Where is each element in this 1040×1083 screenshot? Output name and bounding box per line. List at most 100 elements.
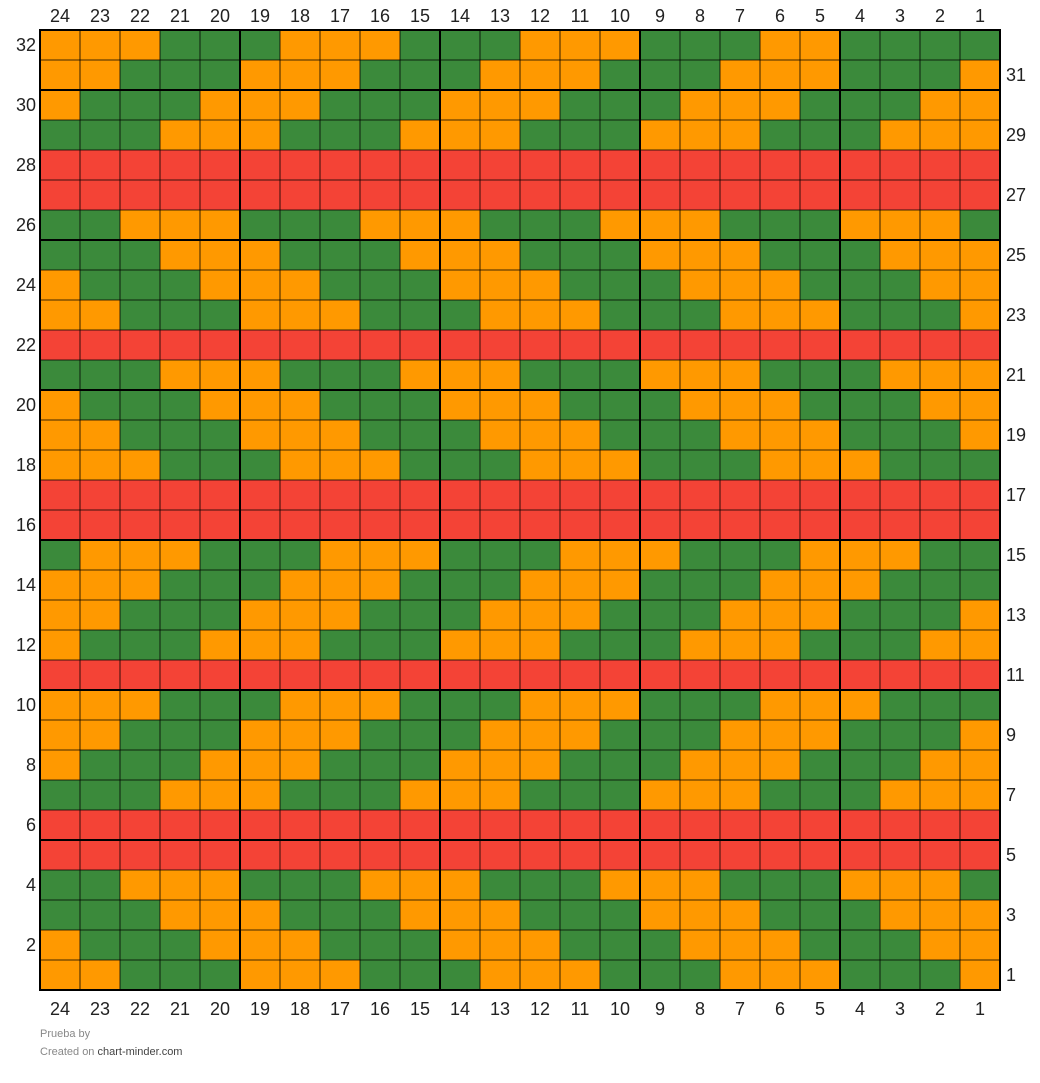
stitch-cell-r24-c17 — [320, 270, 360, 300]
stitch-cell-r29-c1 — [960, 120, 1000, 150]
stitch-cell-r23-c3 — [880, 300, 920, 330]
stitch-cell-r5-c23 — [80, 840, 120, 870]
stitch-cell-r11-c19 — [240, 660, 280, 690]
column-label-top: 3 — [895, 6, 905, 26]
row-label-left: 24 — [16, 275, 36, 295]
stitch-cell-r30-c17 — [320, 90, 360, 120]
column-label-bottom: 7 — [735, 999, 745, 1019]
stitch-cell-r24-c18 — [280, 270, 320, 300]
stitch-cell-r18-c1 — [960, 450, 1000, 480]
chart-section-lines — [39, 29, 1001, 991]
stitch-cell-r27-c18 — [280, 180, 320, 210]
stitch-cell-r21-c17 — [320, 360, 360, 390]
stitch-cell-r28-c21 — [160, 150, 200, 180]
stitch-cell-r32-c10 — [600, 30, 640, 60]
stitch-cell-r23-c6 — [760, 300, 800, 330]
stitch-cell-r4-c24 — [40, 870, 80, 900]
stitch-cell-r23-c8 — [680, 300, 720, 330]
stitch-cell-r13-c5 — [800, 600, 840, 630]
stitch-cell-r14-c11 — [560, 570, 600, 600]
stitch-cell-r22-c9 — [640, 330, 680, 360]
stitch-cell-r20-c5 — [800, 390, 840, 420]
column-label-bottom: 18 — [290, 999, 310, 1019]
stitch-cell-r29-c23 — [80, 120, 120, 150]
stitch-cell-r14-c4 — [840, 570, 880, 600]
stitch-cell-r22-c16 — [360, 330, 400, 360]
stitch-cell-r15-c9 — [640, 540, 680, 570]
stitch-cell-r6-c19 — [240, 810, 280, 840]
stitch-cell-r3-c7 — [720, 900, 760, 930]
stitch-cell-r24-c10 — [600, 270, 640, 300]
stitch-cell-r3-c14 — [440, 900, 480, 930]
stitch-cell-r6-c10 — [600, 810, 640, 840]
stitch-cell-r26-c5 — [800, 210, 840, 240]
stitch-cell-r12-c3 — [880, 630, 920, 660]
stitch-cell-r27-c21 — [160, 180, 200, 210]
stitch-cell-r1-c20 — [200, 960, 240, 990]
column-label-bottom: 2 — [935, 999, 945, 1019]
stitch-cell-r17-c3 — [880, 480, 920, 510]
stitch-cell-r3-c12 — [520, 900, 560, 930]
stitch-cell-r28-c4 — [840, 150, 880, 180]
stitch-cell-r31-c24 — [40, 60, 80, 90]
stitch-cell-r3-c6 — [760, 900, 800, 930]
stitch-cell-r2-c5 — [800, 930, 840, 960]
stitch-cell-r9-c12 — [520, 720, 560, 750]
column-label-top: 4 — [855, 6, 865, 26]
stitch-cell-r22-c13 — [480, 330, 520, 360]
stitch-cell-r29-c2 — [920, 120, 960, 150]
stitch-cell-r27-c13 — [480, 180, 520, 210]
stitch-cell-r14-c22 — [120, 570, 160, 600]
stitch-cell-r16-c20 — [200, 510, 240, 540]
stitch-cell-r8-c11 — [560, 750, 600, 780]
row-label-right: 23 — [1006, 305, 1026, 325]
stitch-cell-r18-c3 — [880, 450, 920, 480]
row-label-right: 17 — [1006, 485, 1026, 505]
column-label-top: 18 — [290, 6, 310, 26]
stitch-cell-r17-c7 — [720, 480, 760, 510]
stitch-cell-r18-c7 — [720, 450, 760, 480]
stitch-cell-r30-c4 — [840, 90, 880, 120]
stitch-cell-r1-c22 — [120, 960, 160, 990]
stitch-cell-r15-c20 — [200, 540, 240, 570]
stitch-cell-r21-c23 — [80, 360, 120, 390]
stitch-cell-r31-c7 — [720, 60, 760, 90]
stitch-cell-r18-c6 — [760, 450, 800, 480]
stitch-cell-r22-c5 — [800, 330, 840, 360]
stitch-cell-r23-c23 — [80, 300, 120, 330]
stitch-cell-r11-c13 — [480, 660, 520, 690]
stitch-cell-r17-c4 — [840, 480, 880, 510]
stitch-cell-r9-c18 — [280, 720, 320, 750]
row-label-right: 3 — [1006, 905, 1016, 925]
stitch-cell-r24-c11 — [560, 270, 600, 300]
site-link[interactable]: chart-minder.com — [97, 1046, 183, 1058]
stitch-cell-r25-c18 — [280, 240, 320, 270]
stitch-cell-r29-c8 — [680, 120, 720, 150]
stitch-cell-r20-c20 — [200, 390, 240, 420]
stitch-cell-r30-c5 — [800, 90, 840, 120]
stitch-cell-r6-c22 — [120, 810, 160, 840]
stitch-cell-r17-c23 — [80, 480, 120, 510]
stitch-cell-r15-c19 — [240, 540, 280, 570]
stitch-cell-r2-c24 — [40, 930, 80, 960]
stitch-cell-r4-c7 — [720, 870, 760, 900]
stitch-cell-r32-c5 — [800, 30, 840, 60]
stitch-cell-r15-c10 — [600, 540, 640, 570]
stitch-cell-r16-c4 — [840, 510, 880, 540]
stitch-cell-r10-c6 — [760, 690, 800, 720]
stitch-cell-r1-c5 — [800, 960, 840, 990]
stitch-cell-r31-c11 — [560, 60, 600, 90]
stitch-cell-r7-c14 — [440, 780, 480, 810]
row-label-left: 28 — [16, 155, 36, 175]
stitch-cell-r16-c17 — [320, 510, 360, 540]
stitch-cell-r15-c8 — [680, 540, 720, 570]
stitch-cell-r3-c8 — [680, 900, 720, 930]
column-label-bottom: 4 — [855, 999, 865, 1019]
stitch-cell-r12-c14 — [440, 630, 480, 660]
stitch-cell-r6-c1 — [960, 810, 1000, 840]
stitch-cell-r21-c1 — [960, 360, 1000, 390]
stitch-cell-r5-c13 — [480, 840, 520, 870]
stitch-cell-r31-c17 — [320, 60, 360, 90]
stitch-cell-r10-c19 — [240, 690, 280, 720]
stitch-cell-r25-c16 — [360, 240, 400, 270]
